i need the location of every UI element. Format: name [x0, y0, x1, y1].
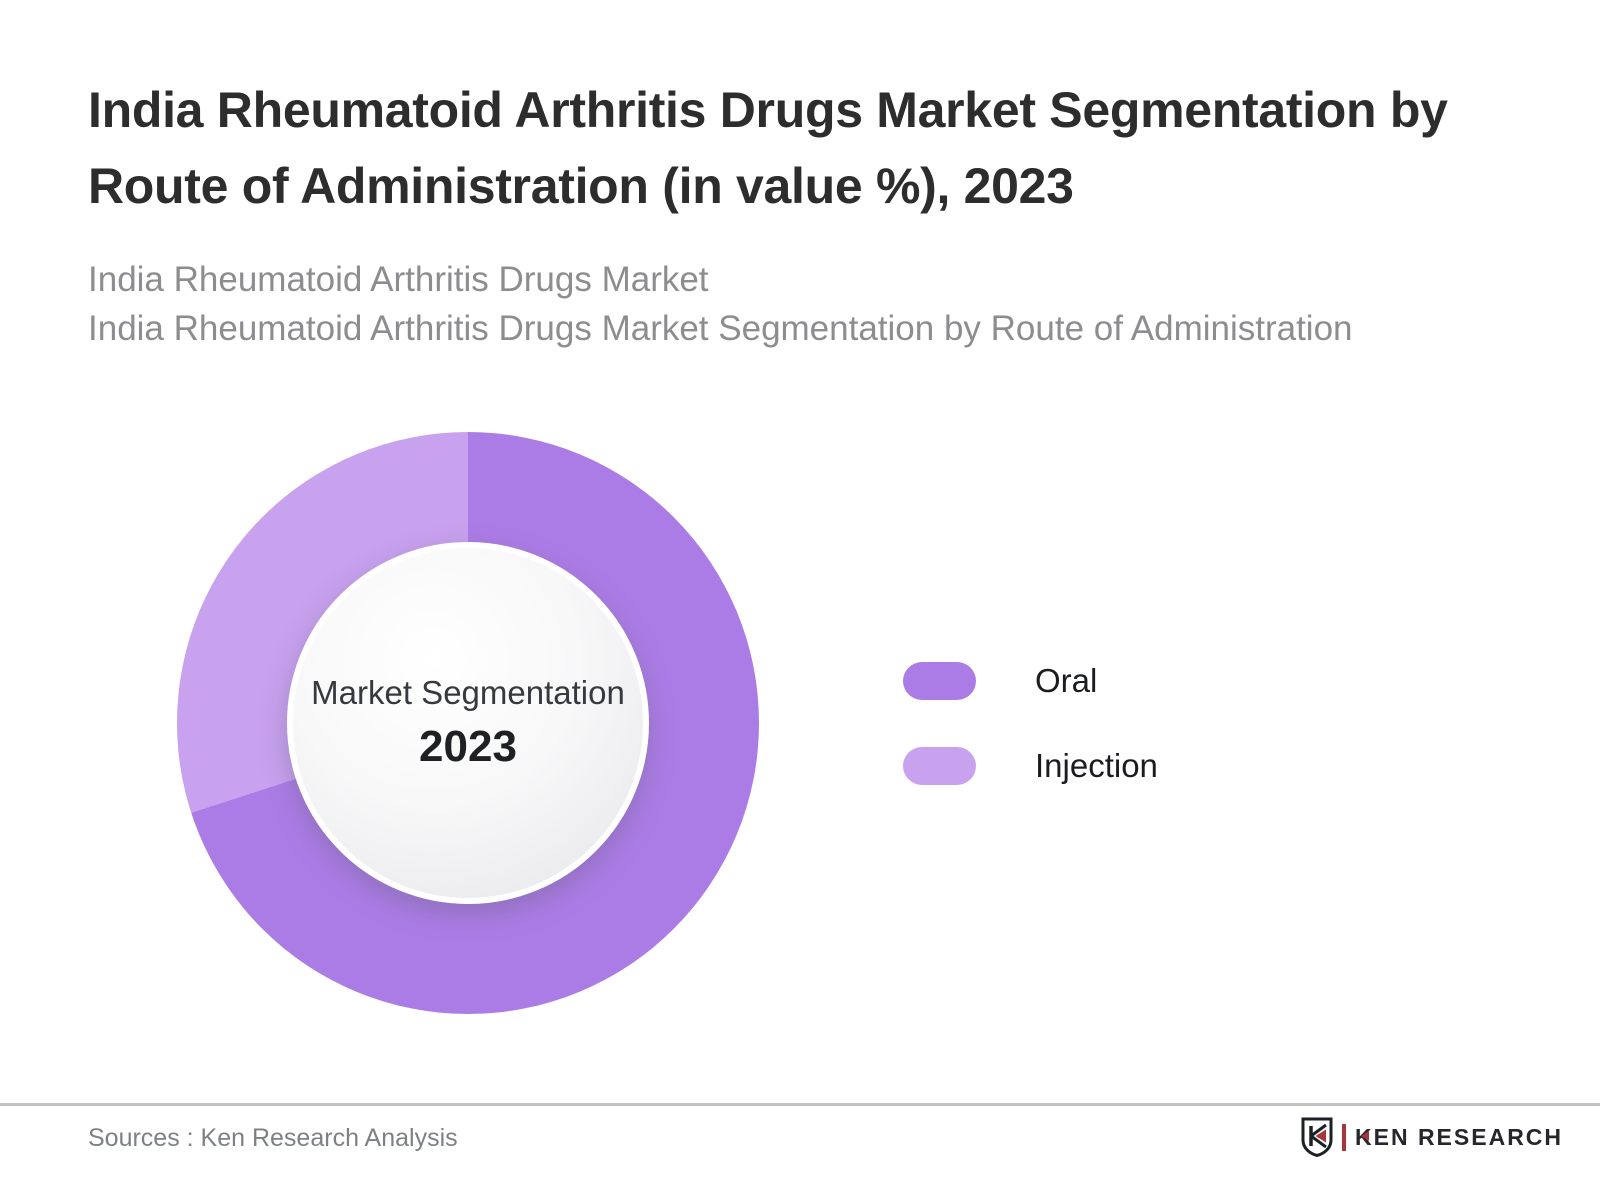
donut-center: Market Segmentation 2023 — [287, 542, 649, 904]
donut-chart: Market Segmentation 2023 — [177, 432, 759, 1014]
subtitle-line1: India Rheumatoid Arthritis Drugs Market — [88, 260, 709, 299]
sources-text: Sources : Ken Research Analysis — [88, 1124, 458, 1152]
donut-center-year: 2023 — [419, 722, 517, 771]
brand-divider-bar — [1342, 1123, 1346, 1151]
legend-label-injection: Injection — [1035, 747, 1158, 784]
ken-research-shield-icon — [1301, 1117, 1333, 1157]
legend-item-injection: Injection — [903, 747, 1158, 785]
page-title-line1: India Rheumatoid Arthritis Drugs Market … — [88, 82, 1448, 138]
page-title: India Rheumatoid Arthritis Drugs Market … — [88, 72, 1528, 224]
page-title-line2: Route of Administration (in value %), 20… — [88, 158, 1074, 214]
brand-logo: KEN RESEARCH — [1299, 1116, 1563, 1158]
legend-swatch — [903, 662, 976, 700]
legend: Oral Injection — [903, 662, 1158, 785]
footer-divider — [0, 1103, 1600, 1106]
donut-center-label: Market Segmentation — [311, 674, 625, 711]
brand-text: KEN RESEARCH — [1355, 1123, 1564, 1150]
legend-item-oral: Oral — [903, 662, 1158, 700]
legend-label-oral: Oral — [1035, 662, 1098, 699]
legend-swatch — [903, 747, 976, 785]
page-subtitle: India Rheumatoid Arthritis Drugs Market … — [88, 255, 1548, 353]
subtitle-line2: India Rheumatoid Arthritis Drugs Market … — [88, 309, 1353, 348]
